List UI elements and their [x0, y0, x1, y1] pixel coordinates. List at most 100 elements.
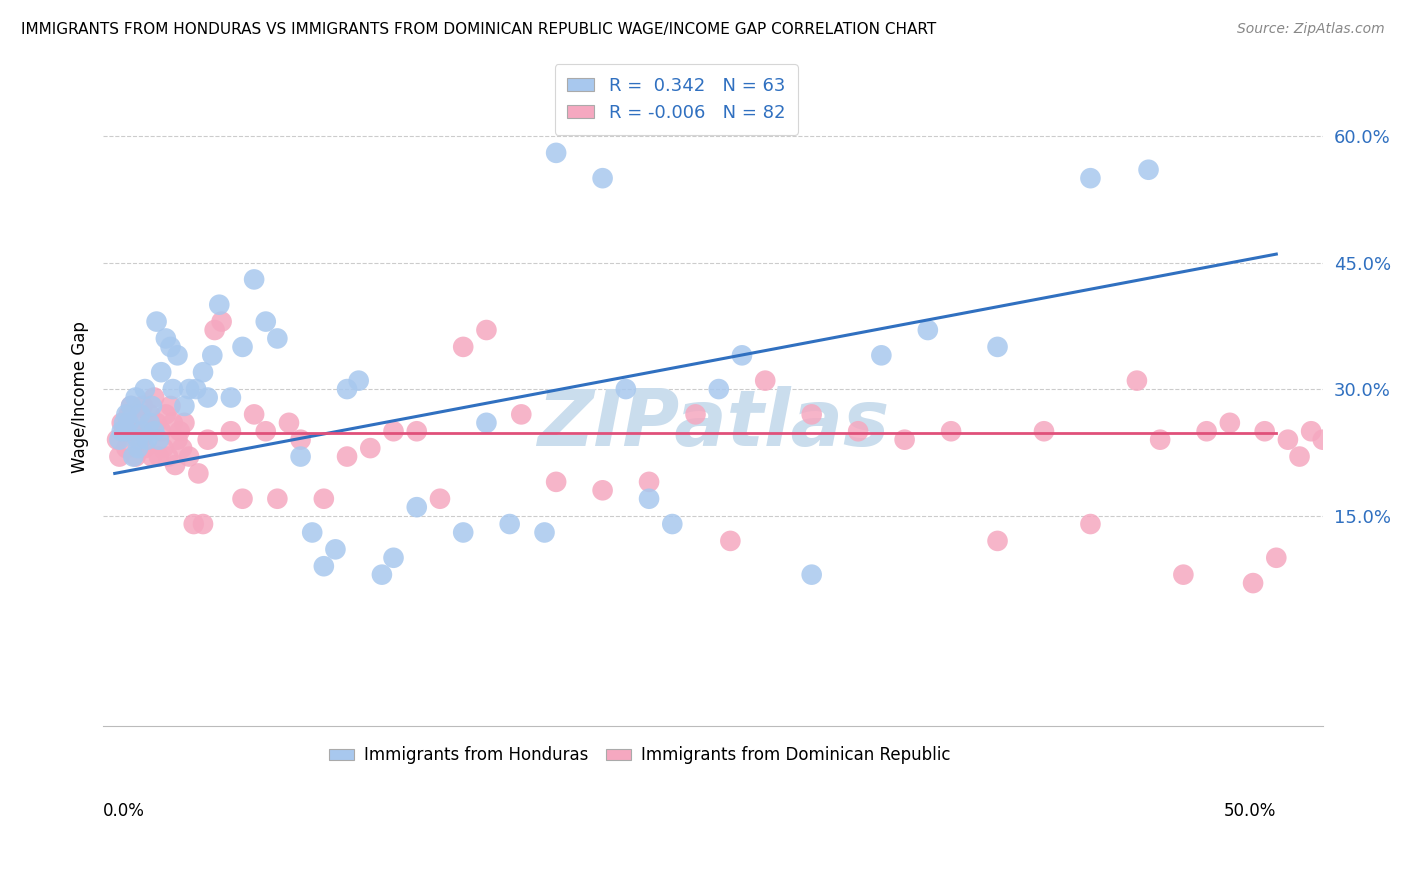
Point: [150, 424, 173, 438]
Point: [111, 416, 134, 430]
Point: [917, 323, 939, 337]
Point: [336, 450, 359, 464]
Point: [800, 567, 823, 582]
Point: [134, 382, 156, 396]
Point: [177, 382, 200, 396]
Point: [166, 348, 188, 362]
Point: [382, 550, 405, 565]
Point: [533, 525, 555, 540]
Point: [893, 433, 915, 447]
Point: [1033, 424, 1056, 438]
Text: Source: ZipAtlas.com: Source: ZipAtlas.com: [1237, 22, 1385, 37]
Point: [108, 433, 131, 447]
Point: [336, 382, 359, 396]
Point: [731, 348, 754, 362]
Point: [1080, 171, 1102, 186]
Point: [184, 382, 207, 396]
Point: [191, 516, 214, 531]
Point: [127, 441, 149, 455]
Point: [475, 323, 498, 337]
Point: [800, 408, 823, 422]
Point: [208, 298, 231, 312]
Point: [451, 340, 474, 354]
Point: [1253, 424, 1275, 438]
Point: [614, 382, 637, 396]
Y-axis label: Wage/Income Gap: Wage/Income Gap: [72, 322, 89, 474]
Point: [145, 315, 167, 329]
Point: [148, 433, 170, 447]
Point: [1347, 441, 1369, 455]
Point: [219, 391, 242, 405]
Legend: Immigrants from Honduras, Immigrants from Dominican Republic: Immigrants from Honduras, Immigrants fro…: [329, 747, 950, 764]
Point: [129, 408, 152, 422]
Point: [266, 491, 288, 506]
Point: [129, 433, 152, 447]
Point: [231, 340, 253, 354]
Point: [312, 491, 335, 506]
Point: [405, 500, 427, 515]
Point: [1277, 433, 1299, 447]
Point: [155, 408, 177, 422]
Point: [1358, 424, 1381, 438]
Point: [143, 391, 166, 405]
Point: [219, 424, 242, 438]
Point: [475, 416, 498, 430]
Point: [592, 483, 614, 498]
Point: [148, 450, 170, 464]
Point: [290, 433, 312, 447]
Point: [131, 424, 153, 438]
Point: [211, 315, 233, 329]
Point: [131, 399, 153, 413]
Point: [1323, 542, 1346, 557]
Point: [141, 399, 163, 413]
Point: [1265, 550, 1288, 565]
Point: [243, 272, 266, 286]
Point: [347, 374, 370, 388]
Point: [143, 424, 166, 438]
Point: [546, 145, 568, 160]
Point: [1149, 433, 1171, 447]
Point: [254, 424, 277, 438]
Point: [592, 171, 614, 186]
Point: [197, 433, 219, 447]
Point: [159, 340, 181, 354]
Point: [638, 491, 661, 506]
Point: [1312, 433, 1334, 447]
Point: [173, 399, 195, 413]
Point: [546, 475, 568, 489]
Point: [120, 399, 142, 413]
Text: IMMIGRANTS FROM HONDURAS VS IMMIGRANTS FROM DOMINICAN REPUBLIC WAGE/INCOME GAP C: IMMIGRANTS FROM HONDURAS VS IMMIGRANTS F…: [21, 22, 936, 37]
Point: [124, 391, 146, 405]
Point: [1080, 516, 1102, 531]
Point: [1301, 424, 1323, 438]
Point: [169, 424, 191, 438]
Point: [141, 450, 163, 464]
Point: [177, 450, 200, 464]
Point: [155, 331, 177, 345]
Point: [498, 516, 520, 531]
Point: [510, 408, 533, 422]
Point: [254, 315, 277, 329]
Point: [157, 450, 180, 464]
Point: [754, 374, 776, 388]
Point: [105, 433, 128, 447]
Point: [1195, 424, 1218, 438]
Point: [118, 408, 141, 422]
Point: [312, 559, 335, 574]
Point: [231, 491, 253, 506]
Point: [115, 424, 138, 438]
Point: [122, 424, 145, 438]
Text: 0.0%: 0.0%: [103, 802, 145, 820]
Point: [183, 516, 205, 531]
Text: ZIPatlas: ZIPatlas: [537, 386, 889, 462]
Point: [1334, 424, 1357, 438]
Point: [166, 433, 188, 447]
Point: [138, 408, 160, 422]
Point: [243, 408, 266, 422]
Point: [290, 450, 312, 464]
Point: [451, 525, 474, 540]
Point: [118, 416, 141, 430]
Point: [136, 424, 159, 438]
Point: [138, 416, 160, 430]
Point: [204, 323, 226, 337]
